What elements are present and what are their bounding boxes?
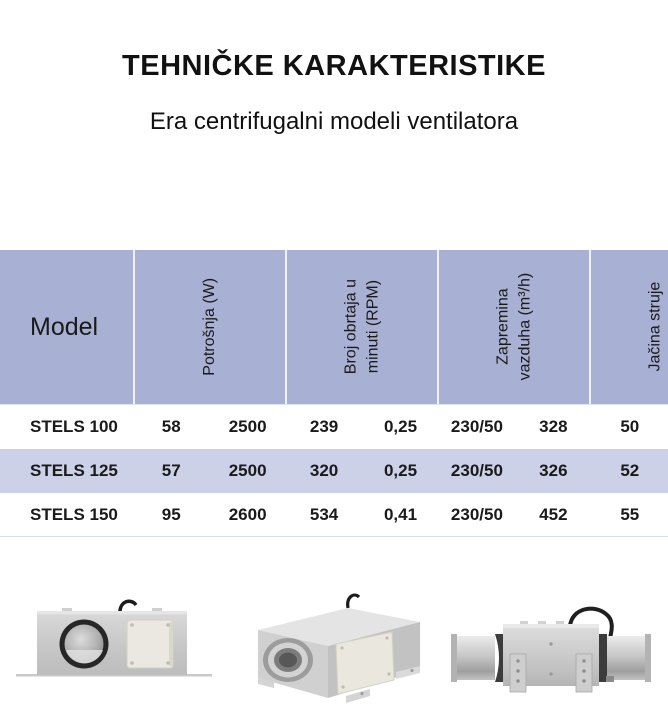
value-cell: 230/50 — [450, 504, 503, 524]
value-cell: 52 — [620, 461, 640, 480]
model-cell: STELS 150 — [30, 504, 118, 524]
value-cell: 2600 — [228, 504, 267, 524]
column-header-rpm: Broj obrtaja u minuti (RPM) — [285, 250, 437, 404]
product-photo-box-fan-perspective — [258, 593, 420, 703]
page-subtitle: Era centrifugalni modeli ventilatora — [149, 108, 519, 135]
column-header-consumption: Potrošnja (W) — [133, 250, 285, 404]
model-cell: STELS 125 — [30, 461, 118, 480]
value-cell: 328 — [539, 417, 568, 436]
product-photo-box-fan-side — [16, 599, 212, 677]
value-cell: 95 — [161, 504, 181, 524]
value-cell: 230/50 — [450, 461, 503, 480]
value-cell: 230/50 — [450, 417, 503, 436]
value-cell: 534 — [309, 504, 339, 524]
table-row: STELS 100 58 2500 239 0,25 230/50 328 50 — [0, 405, 668, 449]
value-cell: 2500 — [228, 461, 267, 480]
spec-table: Model Potrošnja (W) Broj obrtaja u minut… — [0, 250, 668, 537]
value-cell: 50 — [620, 417, 640, 436]
value-cell: 55 — [620, 504, 640, 524]
value-cell: 0,25 — [383, 417, 418, 436]
page: TEHNIČKE KARAKTERISTIKE Era centrifugaln… — [0, 50, 668, 718]
table-row: STELS 125 57 2500 320 0,25 230/50 326 52 — [0, 449, 668, 493]
table-header-row: Model Potrošnja (W) Broj obrtaja u minut… — [0, 250, 668, 405]
column-header-air-volume: Zapremina vazduha (m³/h) — [437, 250, 589, 404]
value-cell: 58 — [161, 417, 181, 436]
product-images — [0, 588, 668, 714]
page-title: TEHNIČKE KARAKTERISTIKE — [122, 50, 546, 82]
table-row: STELS 150 95 2600 534 0,41 230/50 452 55 — [0, 493, 668, 537]
value-cell: 452 — [539, 504, 568, 524]
value-cell: 320 — [309, 461, 339, 480]
value-cell: 239 — [309, 417, 339, 436]
value-cell: 0,25 — [383, 461, 418, 480]
value-cell: 57 — [161, 461, 181, 480]
value-cell: 0,41 — [383, 504, 418, 524]
column-header-current: Jačina struje (A) — [589, 250, 668, 404]
product-photo-inline-fan-side — [451, 606, 651, 693]
value-cell: 2500 — [228, 417, 267, 436]
value-cell: 326 — [539, 461, 568, 480]
column-header-model: Model — [30, 312, 99, 341]
model-cell: STELS 100 — [30, 417, 118, 436]
